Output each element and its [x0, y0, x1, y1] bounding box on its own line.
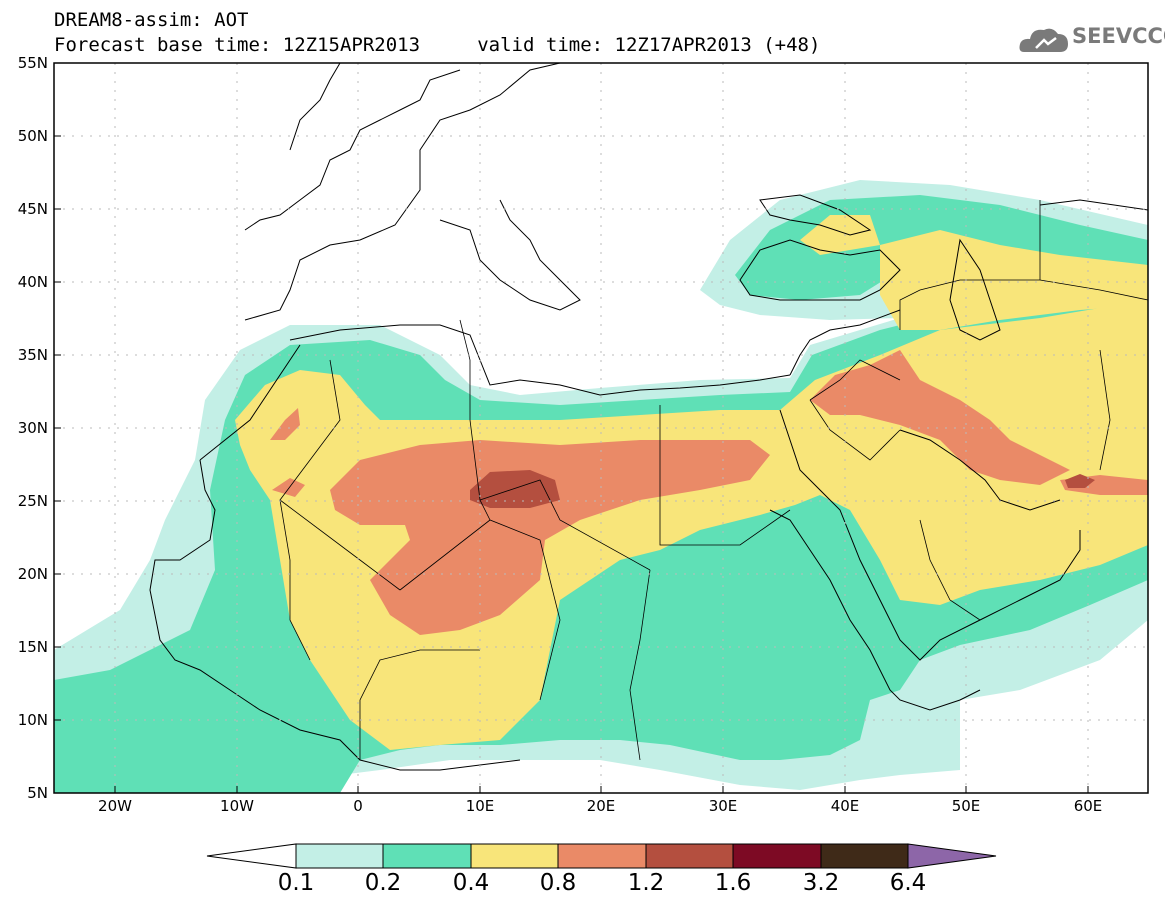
map-title: DREAM8-assim: AOT: [54, 9, 249, 31]
lat-label: 50N: [17, 127, 48, 145]
colorbar-under: [206, 843, 297, 869]
lon-label: 40E: [830, 797, 860, 815]
lat-label: 25N: [17, 492, 48, 510]
lat-label: 35N: [17, 346, 48, 364]
lon-label: 20E: [586, 797, 616, 815]
lon-label: 30E: [708, 797, 738, 815]
coastlines: [149, 63, 1148, 771]
lat-label: 55N: [17, 54, 48, 72]
map-times: Forecast base time: 12Z15APR2013 valid t…: [54, 34, 821, 56]
colorbar-swatch-3: [470, 843, 559, 869]
lat-label: 45N: [17, 200, 48, 218]
colorbar: [206, 843, 997, 869]
lon-label: 50E: [951, 797, 981, 815]
colorbar-label: 0.8: [539, 870, 577, 896]
colorbar-label: 0.2: [364, 870, 402, 896]
lon-label: 60E: [1073, 797, 1103, 815]
colorbar-label: 3.2: [802, 870, 840, 896]
aot-band-0.8-east: [810, 350, 1070, 485]
lon-label: 10W: [220, 797, 254, 815]
lon-label: 10E: [465, 797, 495, 815]
colorbar-label: 6.4: [889, 870, 927, 896]
aot-band-0.8-morocco: [270, 408, 300, 440]
colorbar-label: 0.4: [452, 870, 490, 896]
colorbar-swatch-4: [557, 843, 647, 869]
lat-label: 40N: [17, 273, 48, 291]
logo-text: SEEVCCC: [1072, 24, 1165, 48]
lat-label: 20N: [17, 565, 48, 583]
lat-label: 30N: [17, 419, 48, 437]
lat-label: 5N: [27, 784, 48, 802]
axis-ticks: [54, 135, 1089, 793]
aot-band-1.2: [470, 470, 560, 508]
lat-label: 10N: [17, 711, 48, 729]
aot-band-0.8-wafr: [272, 478, 305, 497]
colorbar-label: 1.6: [714, 870, 752, 896]
colorbar-label: 0.1: [277, 870, 315, 896]
borders: [279, 200, 1148, 761]
colorbar-swatch-6: [732, 843, 822, 869]
colorbar-swatch-7: [820, 843, 909, 869]
lon-label: 20W: [98, 797, 132, 815]
lon-label: 0: [353, 797, 363, 815]
lat-label: 15N: [17, 638, 48, 656]
colorbar-swatch-1: [295, 843, 384, 869]
colorbar-swatch-2: [382, 843, 472, 869]
colorbar-label: 1.2: [627, 870, 665, 896]
colorbar-swatch-5: [645, 843, 734, 869]
colorbar-over: [907, 843, 997, 869]
cloud-logo-icon: [1019, 28, 1068, 52]
